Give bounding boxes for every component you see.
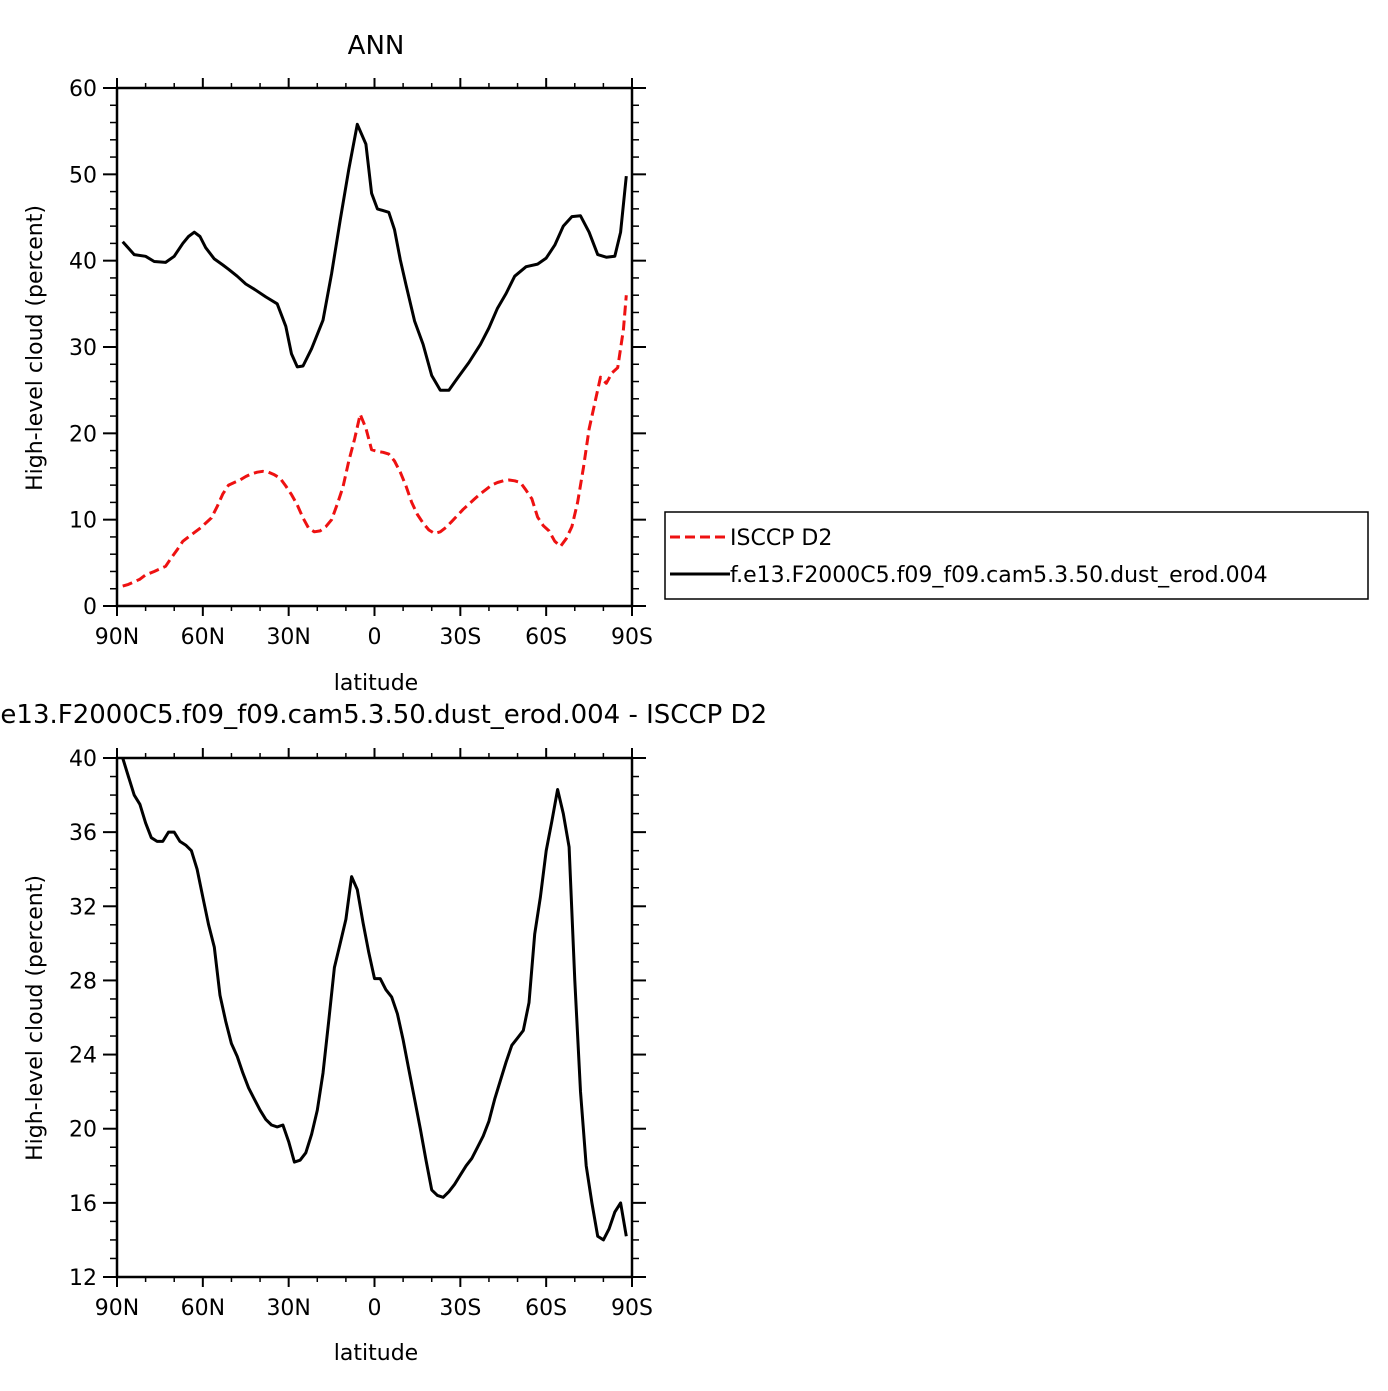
bottom-y-tick-label: 20 <box>69 1118 97 1143</box>
top-chart-title: ANN <box>348 31 405 61</box>
top-y-tick-label: 60 <box>69 77 97 102</box>
top-plot-frame <box>115 86 634 608</box>
bottom-x-axis-label: latitude <box>334 1341 418 1366</box>
bottom-y-tick-label: 24 <box>69 1044 97 1069</box>
top-y-tick-label: 50 <box>69 163 97 188</box>
bottom-chart-panel: f.e13.F2000C5.f09_f09.cam5.3.50.dust_ero… <box>0 700 767 1366</box>
top-chart-panel: ANN 90N 60N 30N 0 30S 60S 90S 0 10 20 30 40 50 60 lat… <box>23 31 653 696</box>
bottom-y-axis-label: High-level cloud (percent) <box>23 875 48 1161</box>
bottom-y-tick-label: 32 <box>69 895 97 920</box>
top-y-tick-label: 40 <box>69 250 97 275</box>
bottom-x-tick-label: 60N <box>181 1296 225 1321</box>
top-y-axis-label: High-level cloud (percent) <box>23 205 48 491</box>
top-y-tick-label: 20 <box>69 422 97 447</box>
bottom-y-tick-label: 16 <box>69 1192 97 1217</box>
bottom-plot-area: 90N 60N 30N 0 30S 60S 90S 12 16 20 24 28 32 36 40 <box>69 747 653 1321</box>
bottom-x-tick-label: 60S <box>525 1296 567 1321</box>
top-y-tick-label: 10 <box>69 509 97 534</box>
top-x-tick-label: 30S <box>439 625 481 650</box>
top-x-tick-label: 0 <box>368 625 382 650</box>
bottom-x-tick-label: 30S <box>439 1296 481 1321</box>
legend-label-model: f.e13.F2000C5.f09_f09.cam5.3.50.dust_ero… <box>730 563 1268 588</box>
legend: ISCCP D2 f.e13.F2000C5.f09_f09.cam5.3.50… <box>664 511 1369 600</box>
top-y-tick-label: 30 <box>69 336 97 361</box>
bottom-x-tick-label: 30N <box>266 1296 310 1321</box>
top-x-tick-label: 30N <box>266 625 310 650</box>
bottom-y-tick-label: 28 <box>69 969 97 994</box>
top-x-axis-label: latitude <box>334 671 418 696</box>
bottom-y-tick-label: 12 <box>69 1266 97 1291</box>
bottom-plot-frame <box>115 756 634 1279</box>
top-x-tick-label: 60S <box>525 625 567 650</box>
legend-box <box>664 511 1369 600</box>
top-x-tick-label: 90S <box>611 625 653 650</box>
bottom-chart-title: f.e13.F2000C5.f09_f09.cam5.3.50.dust_ero… <box>0 700 767 730</box>
top-x-tick-label: 60N <box>181 625 225 650</box>
bottom-x-tick-label: 90S <box>611 1296 653 1321</box>
legend-label-isccp: ISCCP D2 <box>730 526 832 551</box>
bottom-series-line-0 <box>121 757 628 1242</box>
top-series-line-1 <box>121 122 628 392</box>
top-plot-area: 90N 60N 30N 0 30S 60S 90S 0 10 20 30 40 50 60 <box>69 77 653 650</box>
top-y-tick-label: 0 <box>83 595 97 620</box>
bottom-x-tick-label: 90N <box>95 1296 139 1321</box>
top-x-tick-label: 90N <box>95 625 139 650</box>
top-series-line-0 <box>122 295 628 588</box>
bottom-y-tick-label: 36 <box>69 821 97 846</box>
bottom-y-tick-label: 40 <box>69 747 97 772</box>
bottom-x-tick-label: 0 <box>368 1296 382 1321</box>
